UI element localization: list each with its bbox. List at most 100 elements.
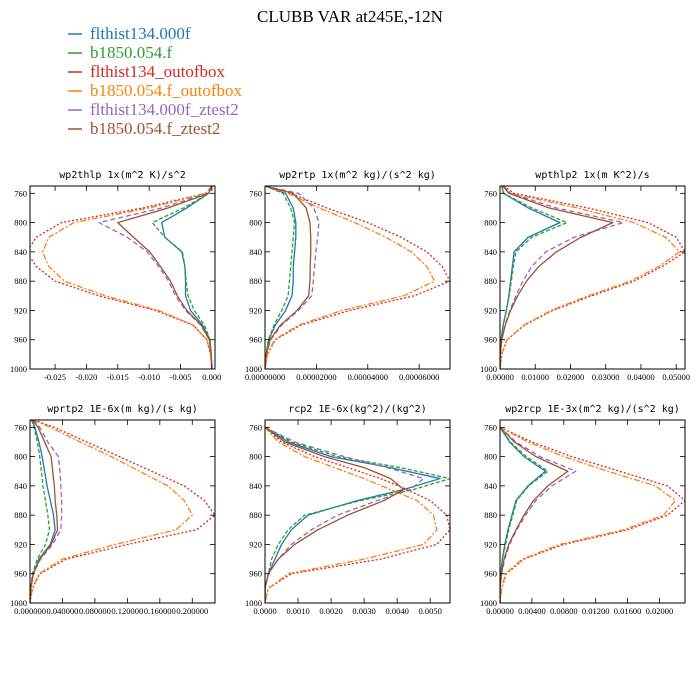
- x-tick-label-4-5: 0.160000: [144, 606, 176, 616]
- panel-title-1: wp2thlp 1x(m^2 K)/s^2: [59, 170, 185, 181]
- y-tick-label-6-4: 880: [484, 510, 497, 520]
- series-3-4: [500, 186, 681, 369]
- panel-5: rcp2 1E-6x(kg^2)/(kg^2) 760 800 840 880 920 96…: [245, 404, 451, 616]
- plot-frame-2: [264, 185, 451, 370]
- series-5-1: [265, 426, 441, 603]
- y-tick-label-5-2: 800: [249, 452, 262, 462]
- figure-title: CLUBB VAR at245E,-12N: [257, 7, 443, 26]
- y-tick-label-3-6: 960: [484, 335, 497, 345]
- x-tick-label-1-2: -0.020: [75, 372, 97, 382]
- legend-entry-5: flthist134.000f_ztest2: [90, 100, 239, 119]
- legend: flthist134.000fb1850.054.fflthist134_out…: [68, 24, 243, 138]
- y-tick-label-1-6: 960: [14, 335, 27, 345]
- series-4-6: [30, 420, 59, 603]
- series-2-4: [265, 186, 436, 369]
- panel-2: wp2rtp 1x(m^2 kg)/(s^2 kg) 760 800 840 880 92…: [245, 170, 451, 382]
- y-tick-label-1-2: 800: [14, 218, 27, 228]
- y-tick-label-4-1: 760: [14, 422, 27, 432]
- y-tick-label-3-5: 920: [484, 305, 497, 315]
- x-tick-label-2-1: 0.00000000: [245, 372, 285, 382]
- series-4-4: [30, 420, 193, 603]
- y-tick-label-4-2: 800: [14, 452, 27, 462]
- y-tick-label-6-3: 840: [484, 481, 497, 491]
- series-2-2: [265, 186, 296, 369]
- series-5-5: [265, 426, 425, 603]
- x-tick-label-2-4: 0.00006000: [399, 372, 439, 382]
- x-tick-label-6-5: 0.01600: [614, 606, 642, 616]
- x-tick-label-6-6: 0.02000: [646, 606, 674, 616]
- x-tick-label-5-4: 0.0030: [352, 606, 375, 616]
- y-tick-label-4-3: 840: [14, 481, 27, 491]
- y-tick-label-1-3: 840: [14, 247, 27, 257]
- panel-4: wprtp2 1E-6x(m kg)/(s kg) 760 800 840 880 920…: [10, 404, 216, 616]
- y-tick-label-6-6: 960: [484, 569, 497, 579]
- series-4-3: [30, 420, 215, 603]
- x-tick-label-3-6: 0.05000: [662, 372, 690, 382]
- x-tick-label-6-4: 0.01200: [582, 606, 610, 616]
- y-tick-label-1-4: 880: [14, 276, 27, 286]
- y-tick-label-2-1: 760: [249, 188, 262, 198]
- series-6-1: [500, 426, 547, 603]
- x-tick-label-1-3: -0.015: [107, 372, 129, 382]
- plot-frame-4: [29, 419, 216, 604]
- x-tick-label-1-1: -0.025: [44, 372, 66, 382]
- legend-entry-1: flthist134.000f: [90, 24, 191, 43]
- series-1-3: [30, 186, 213, 369]
- panel-title-4: wprtp2 1E-6x(m kg)/(s kg): [47, 404, 198, 415]
- y-tick-label-3-3: 840: [484, 247, 497, 257]
- x-tick-label-5-6: 0.0050: [418, 606, 441, 616]
- y-tick-label-6-7: 1000: [480, 598, 497, 608]
- x-tick-label-3-5: 0.04000: [627, 372, 655, 382]
- x-tick-label-3-1: 0.00000: [486, 372, 514, 382]
- y-tick-label-2-6: 960: [249, 335, 262, 345]
- series-6-4: [500, 426, 677, 603]
- x-tick-label-5-3: 0.0020: [319, 606, 342, 616]
- y-tick-label-4-6: 960: [14, 569, 27, 579]
- x-tick-label-5-2: 0.0010: [286, 606, 309, 616]
- x-tick-label-6-3: 0.00800: [550, 606, 578, 616]
- y-tick-label-3-1: 760: [484, 188, 497, 198]
- plot-frame-6: [499, 419, 686, 604]
- x-tick-label-3-4: 0.03000: [592, 372, 620, 382]
- series-3-2: [500, 186, 568, 369]
- x-tick-label-5-1: 0.0000: [253, 606, 276, 616]
- y-tick-label-5-3: 840: [249, 481, 262, 491]
- series-5-2: [265, 426, 450, 603]
- y-tick-label-1-7: 1000: [10, 364, 27, 374]
- y-tick-label-3-2: 800: [484, 218, 497, 228]
- series-3-6: [500, 186, 614, 369]
- y-tick-label-1-1: 760: [14, 188, 27, 198]
- panel-title-2: wp2rtp 1x(m^2 kg)/(s^2 kg): [279, 170, 436, 181]
- y-tick-label-2-3: 840: [249, 247, 262, 257]
- y-tick-label-2-5: 920: [249, 305, 262, 315]
- panel-title-5: rcp2 1E-6x(kg^2)/(kg^2): [288, 404, 426, 415]
- panel-3: wpthlp2 1x(m K^2)/s 760 800 840 880 920 960 100…: [480, 170, 690, 382]
- legend-entry-4: b1850.054.f_outofbox: [90, 81, 243, 100]
- y-tick-label-2-4: 880: [249, 276, 262, 286]
- legend-entry-2: b1850.054.f: [90, 43, 173, 62]
- x-tick-label-3-3: 0.02000: [557, 372, 585, 382]
- x-tick-label-6-2: 0.00400: [518, 606, 546, 616]
- plot-frame-3: [499, 185, 686, 370]
- x-tick-label-4-1: 0.000000: [14, 606, 46, 616]
- y-tick-label-6-5: 920: [484, 539, 497, 549]
- y-tick-label-4-7: 1000: [10, 598, 27, 608]
- y-tick-label-6-1: 760: [484, 422, 497, 432]
- panel-6: wp2rcp 1E-3x(m^2 kg)/(s^2 kg) 760 800 840 88…: [480, 404, 686, 616]
- plot-frame-1: [29, 185, 216, 370]
- y-tick-label-6-2: 800: [484, 452, 497, 462]
- y-tick-label-2-7: 1000: [245, 364, 262, 374]
- x-tick-label-1-6: 0.000: [202, 372, 221, 382]
- x-tick-label-1-4: -0.010: [138, 372, 160, 382]
- x-tick-label-2-3: 0.00004000: [348, 372, 388, 382]
- y-tick-label-5-6: 960: [249, 569, 262, 579]
- x-tick-label-6-1: 0.00000: [486, 606, 514, 616]
- series-6-3: [500, 426, 685, 603]
- x-tick-label-5-5: 0.0040: [385, 606, 408, 616]
- series-4-2: [30, 420, 51, 603]
- y-tick-label-3-4: 880: [484, 276, 497, 286]
- series-1-6: [117, 186, 213, 369]
- legend-entry-6: b1850.054.f_ztest2: [90, 119, 220, 138]
- y-tick-label-5-4: 880: [249, 510, 262, 520]
